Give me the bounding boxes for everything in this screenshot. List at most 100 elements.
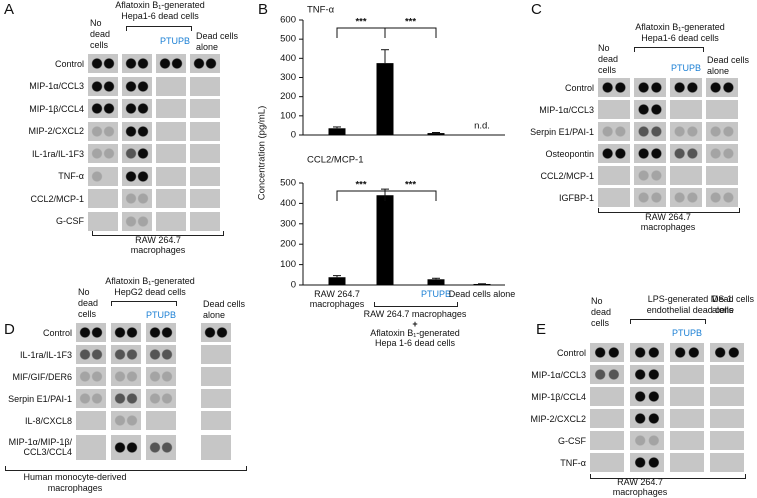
- blot-row: CCL2/MCP-1: [525, 166, 742, 185]
- label: endothelial dead cells: [646, 305, 734, 315]
- blot-cell: [670, 453, 704, 472]
- blot: Control MIP-1α/CCL3 MIP-1β/CCL4 MIP-2/CX…: [0, 54, 224, 231]
- row-label: IL-8/CXCL8: [24, 415, 72, 426]
- blot-row: IL-1ra/IL-1F3: [0, 345, 236, 364]
- row-label: Serpin E1/PAI-1: [8, 393, 72, 404]
- label: macrophages: [130, 245, 186, 255]
- blot-cell: [88, 121, 118, 141]
- label: macrophages: [47, 483, 103, 493]
- significance-bracket: [336, 27, 386, 38]
- x-tick-label: PTUPB: [420, 289, 451, 299]
- y-tick-label: 300: [280, 218, 296, 229]
- y-tick-label: 400: [280, 53, 296, 64]
- row-label: Control: [54, 58, 84, 69]
- row-label: IL-1ra/IL-1F3: [19, 349, 72, 360]
- blot-cell: [156, 76, 186, 96]
- y-tick-label: 200: [280, 91, 296, 102]
- blot-cell: [598, 100, 630, 119]
- blot-cell: [190, 54, 220, 73]
- blot-row: G-CSF: [525, 431, 750, 450]
- blot-cell: [76, 389, 106, 408]
- blot-row: TNF-α: [525, 453, 750, 472]
- bracket: [5, 466, 247, 471]
- label: RAW 264.7: [617, 477, 663, 487]
- blot-cell: [76, 367, 106, 386]
- blot-cell: [111, 411, 141, 430]
- row-label: MIP-1β/CCL4: [29, 103, 84, 114]
- group-label: Aflatoxin B₁-generated: [370, 328, 460, 338]
- blot-cell: [122, 166, 152, 186]
- blot-cell: [670, 166, 702, 185]
- blot-cell: [122, 76, 152, 96]
- y-tick-label: 500: [280, 178, 296, 189]
- row-label: Control: [556, 347, 586, 358]
- blot-cell: [201, 434, 231, 460]
- blot-cell: [156, 121, 186, 141]
- label: No dead cells: [90, 18, 111, 50]
- blot-row: Serpin E1/PAI-1: [0, 389, 236, 408]
- blot-cell: [670, 78, 702, 97]
- blot-cell: [190, 99, 220, 118]
- blot-cell: [630, 343, 664, 362]
- blot-cell: [598, 166, 630, 185]
- blot-cell: [670, 431, 704, 450]
- blot-cell: [122, 189, 152, 208]
- bracket: [590, 474, 746, 479]
- y-tick-label: 500: [280, 34, 296, 45]
- blot-cell: [122, 99, 152, 118]
- blot-cell: [146, 345, 176, 364]
- value-label: n.d.: [474, 121, 490, 132]
- label: Aflatoxin B₁-generated: [115, 0, 205, 10]
- row-label: Control: [564, 82, 594, 93]
- blot-cell: [634, 166, 666, 185]
- label: Dead cells alone: [196, 31, 239, 52]
- label: macrophages: [640, 222, 696, 232]
- blot-cell: [710, 365, 744, 384]
- blot-cell: [88, 166, 118, 186]
- blot: Control IL-1ra/IL-1F3 MIF/GIF/DER6 Serpi…: [0, 323, 236, 461]
- row-label: G-CSF: [56, 216, 84, 226]
- blot-cell: [146, 411, 176, 430]
- row-label: MIP-1β/CCL4: [531, 391, 586, 402]
- blot-cell: [156, 144, 186, 163]
- label: Hepa1-6 dead cells: [121, 11, 199, 21]
- blot-cell: [630, 431, 664, 450]
- label: RAW 264.7: [135, 235, 181, 245]
- y-tick-label: 300: [280, 72, 296, 83]
- blot-cell: [111, 434, 141, 460]
- blot-row: IL-1ra/IL-1F3: [0, 144, 224, 163]
- bracket: [634, 47, 704, 52]
- row-label: CCL2/MCP-1: [540, 170, 594, 181]
- blot-cell: [598, 122, 630, 141]
- blot-cell: [630, 387, 664, 406]
- y-tick-label: 400: [280, 198, 296, 209]
- blot-cell: [670, 122, 702, 141]
- label: LPS-generated MS-1: [647, 294, 733, 304]
- blot-cell: [710, 387, 744, 406]
- row-label: IL-1ra/IL-1F3: [31, 148, 84, 159]
- blot-cell: [111, 323, 141, 342]
- label: PTUPB: [671, 328, 702, 338]
- row-label: CCL2/MCP-1: [30, 193, 84, 204]
- blot-cell: [598, 144, 630, 163]
- blot-row: MIP-1β/CCL4: [525, 387, 750, 406]
- label: Dead cells alone: [712, 294, 755, 315]
- blot-cell: [201, 367, 231, 386]
- blot-cell: [670, 343, 704, 362]
- blot-cell: [201, 411, 231, 430]
- blot-cell: [670, 188, 702, 207]
- blot-cell: [146, 389, 176, 408]
- blot-cell: [710, 453, 744, 472]
- panel-label: C: [531, 1, 542, 18]
- bracket: [630, 319, 706, 324]
- blot: Control MIP-1α/CCL3 MIP-1β/CCL4 MIP-2/CX…: [525, 343, 750, 472]
- blot-row: Control: [525, 343, 750, 362]
- row-label: Osteopontin: [545, 148, 594, 159]
- y-tick-label: 100: [280, 110, 296, 121]
- blot-cell: [111, 389, 141, 408]
- row-label: MIP-1α/CCL3: [531, 369, 586, 380]
- row-label: G-CSF: [558, 435, 586, 446]
